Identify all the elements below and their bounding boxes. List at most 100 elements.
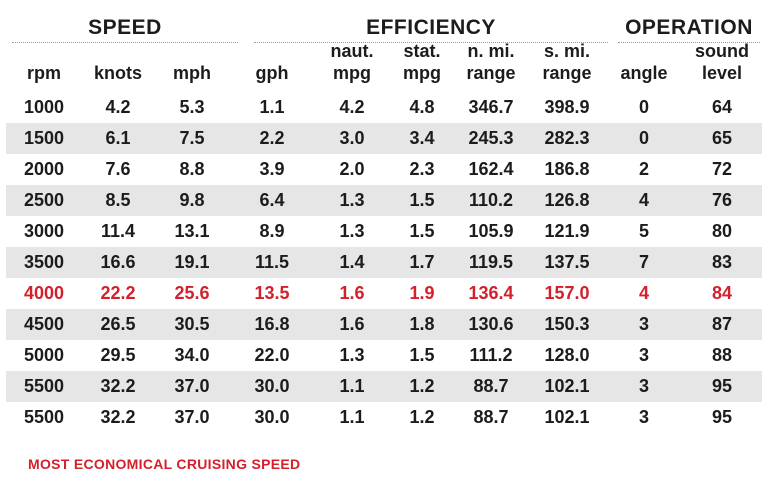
column-header-top	[82, 40, 154, 62]
table-row: 5500 32.2 37.0 30.0 1.1 1.2 88.7 102.1 3 95	[6, 402, 762, 433]
table-cell: 32.2	[82, 402, 154, 433]
table-cell: 0	[606, 92, 682, 123]
table-cell: 2	[606, 154, 682, 185]
table-cell: 3	[606, 371, 682, 402]
table-cell: 22.0	[230, 340, 314, 371]
table-cell: 3	[606, 340, 682, 371]
table-row: 4000 22.2 25.6 13.5 1.6 1.9 136.4 157.0 4 84	[6, 278, 762, 309]
table-cell: 7	[606, 247, 682, 278]
table-cell: 3.0	[314, 123, 390, 154]
table-cell: 3	[606, 309, 682, 340]
table-cell: 186.8	[528, 154, 606, 185]
table-cell: 102.1	[528, 371, 606, 402]
column-header-top: s. mi.	[543, 41, 591, 61]
table-cell: 25.6	[154, 278, 230, 309]
group-header-efficiency: EFFICIENCY	[254, 14, 608, 43]
column-header-bottom: mpg	[333, 63, 371, 83]
table-cell: 1.7	[390, 247, 454, 278]
column-header-bottom: gph	[255, 63, 289, 83]
table-cell: 1.2	[390, 402, 454, 433]
table-cell: 8.5	[82, 185, 154, 216]
table-cell: 1.9	[390, 278, 454, 309]
column-header-bottom: range	[542, 63, 592, 83]
table-cell: 88.7	[454, 371, 528, 402]
table-row: 4500 26.5 30.5 16.8 1.6 1.8 130.6 150.3 3 87	[6, 309, 762, 340]
column-header-top: stat.	[403, 41, 441, 61]
column-header: naut. mpg	[314, 40, 390, 92]
table-cell: 2500	[6, 185, 82, 216]
column-header-bottom: knots	[93, 63, 142, 83]
table-row: 2000 7.6 8.8 3.9 2.0 2.3 162.4 186.8 2 72	[6, 154, 762, 185]
table-cell: 4.2	[82, 92, 154, 123]
table-cell: 30.0	[230, 402, 314, 433]
table-cell: 245.3	[454, 123, 528, 154]
table-cell: 1000	[6, 92, 82, 123]
table-cell: 88	[682, 340, 762, 371]
table-cell: 13.1	[154, 216, 230, 247]
table-cell: 87	[682, 309, 762, 340]
table-cell: 13.5	[230, 278, 314, 309]
table-cell: 136.4	[454, 278, 528, 309]
table-cell: 157.0	[528, 278, 606, 309]
column-header-bottom: rpm	[26, 63, 61, 83]
table-cell: 1.3	[314, 340, 390, 371]
column-header: mph	[154, 40, 230, 92]
column-header-bottom: level	[701, 63, 743, 83]
table-cell: 4000	[6, 278, 82, 309]
footnote: MOST ECONOMICAL CRUISING SPEED	[28, 456, 301, 472]
column-header-top	[606, 40, 682, 62]
group-header-operation: OPERATION	[618, 14, 760, 43]
column-header: sound level	[682, 40, 762, 92]
column-header: n. mi. range	[454, 40, 528, 92]
column-header-bottom: mpg	[403, 63, 441, 83]
table-cell: 3500	[6, 247, 82, 278]
column-header-row: rpm knots mph gph naut. mpg stat. mpg n. mi. r…	[6, 40, 762, 92]
table-cell: 5000	[6, 340, 82, 371]
table-row: 3000 11.4 13.1 8.9 1.3 1.5 105.9 121.9 5 80	[6, 216, 762, 247]
table-cell: 22.2	[82, 278, 154, 309]
table-cell: 7.6	[82, 154, 154, 185]
table-cell: 34.0	[154, 340, 230, 371]
table-cell: 4500	[6, 309, 82, 340]
column-header: gph	[230, 40, 314, 92]
column-header-bottom: angle	[620, 63, 668, 83]
table-cell: 1.4	[314, 247, 390, 278]
table-cell: 282.3	[528, 123, 606, 154]
table-cell: 5.3	[154, 92, 230, 123]
table-cell: 1.1	[314, 402, 390, 433]
table-cell: 5500	[6, 371, 82, 402]
table-cell: 1.6	[314, 278, 390, 309]
table-cell: 84	[682, 278, 762, 309]
table-row: 5500 32.2 37.0 30.0 1.1 1.2 88.7 102.1 3 95	[6, 371, 762, 402]
table-cell: 1.5	[390, 216, 454, 247]
table-cell: 8.8	[154, 154, 230, 185]
table-cell: 2.3	[390, 154, 454, 185]
table-cell: 5	[606, 216, 682, 247]
table-cell: 5500	[6, 402, 82, 433]
table-cell: 1.5	[390, 340, 454, 371]
table-cell: 119.5	[454, 247, 528, 278]
table-cell: 37.0	[154, 371, 230, 402]
table-cell: 64	[682, 92, 762, 123]
table-row: 5000 29.5 34.0 22.0 1.3 1.5 111.2 128.0 3 88	[6, 340, 762, 371]
table-cell: 32.2	[82, 371, 154, 402]
table-cell: 6.4	[230, 185, 314, 216]
table-cell: 26.5	[82, 309, 154, 340]
table-cell: 16.8	[230, 309, 314, 340]
column-header: rpm	[6, 40, 82, 92]
table-cell: 1.1	[314, 371, 390, 402]
table-cell: 7.5	[154, 123, 230, 154]
performance-table: rpm knots mph gph naut. mpg stat. mpg n. mi. r…	[6, 40, 762, 433]
table-cell: 4	[606, 278, 682, 309]
table-cell: 128.0	[528, 340, 606, 371]
table-cell: 1.3	[314, 185, 390, 216]
table-cell: 19.1	[154, 247, 230, 278]
table-cell: 2.0	[314, 154, 390, 185]
table-cell: 3.4	[390, 123, 454, 154]
table-row: 3500 16.6 19.1 11.5 1.4 1.7 119.5 137.5 7 83	[6, 247, 762, 278]
table-cell: 88.7	[454, 402, 528, 433]
table-cell: 3.9	[230, 154, 314, 185]
table-cell: 1.2	[390, 371, 454, 402]
table-cell: 9.8	[154, 185, 230, 216]
table-cell: 16.6	[82, 247, 154, 278]
